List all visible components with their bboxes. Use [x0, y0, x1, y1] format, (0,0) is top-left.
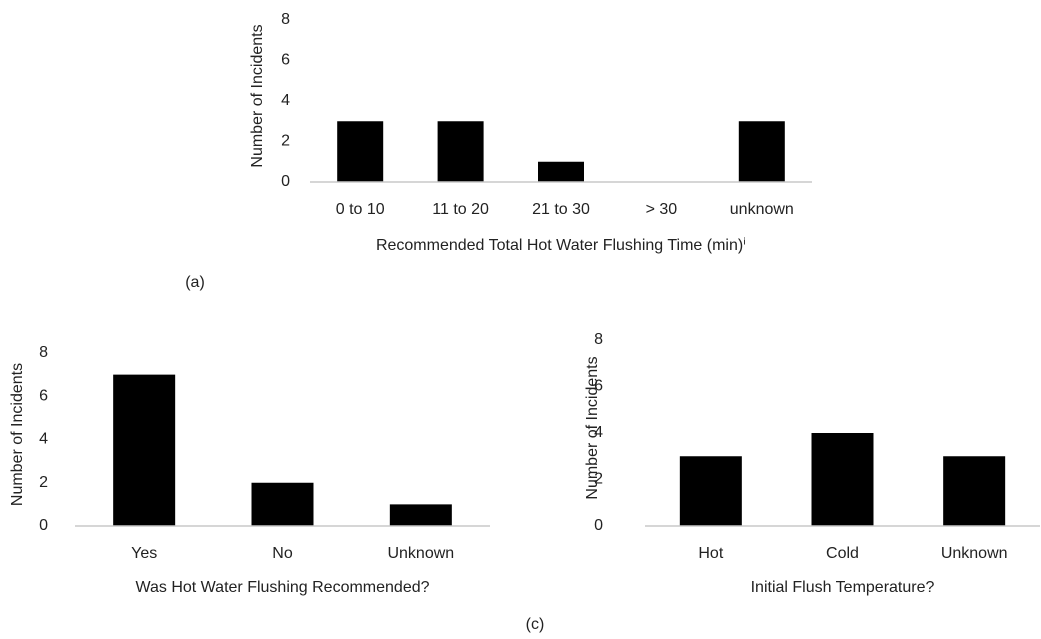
x-tick-label: Unknown	[941, 545, 1008, 562]
bar	[389, 504, 452, 526]
y-tick-label: 6	[39, 387, 48, 404]
bar	[738, 121, 785, 182]
x-tick-label: 21 to 30	[532, 201, 590, 218]
y-tick-label: 0	[281, 173, 290, 190]
y-tick-label: 2	[281, 133, 290, 150]
bar	[437, 121, 484, 182]
y-tick-label: 6	[594, 378, 603, 395]
y-tick-label: 2	[594, 471, 603, 488]
y-tick-label: 4	[39, 431, 48, 448]
x-tick-label: No	[272, 545, 293, 562]
x-axis-title: Was Hot Water Flushing Recommended?	[135, 579, 429, 596]
x-tick-label: Hot	[698, 545, 723, 562]
y-axis-title: Number of Incidents	[9, 363, 26, 506]
x-tick-label: 0 to 10	[336, 201, 385, 218]
bar	[679, 456, 742, 526]
x-tick-label: Cold	[826, 545, 859, 562]
bar	[943, 456, 1006, 526]
x-axis-title: Initial Flush Temperature?	[751, 579, 935, 596]
y-tick-label: 4	[594, 424, 603, 441]
x-tick-label: 11 to 20	[432, 201, 489, 218]
x-tick-label: Yes	[131, 545, 157, 562]
y-tick-label: 6	[281, 52, 290, 69]
y-tick-label: 0	[594, 517, 603, 534]
x-axis-title: Recommended Total Hot Water Flushing Tim…	[376, 237, 746, 254]
bar	[113, 374, 176, 526]
y-tick-label: 0	[39, 517, 48, 534]
y-tick-label: 8	[594, 331, 603, 348]
panel-label: (c)	[526, 616, 545, 633]
panel-label: (a)	[185, 274, 205, 291]
x-tick-label: Unknown	[387, 545, 454, 562]
bar	[337, 121, 384, 182]
bar	[538, 161, 584, 182]
y-tick-label: 2	[39, 474, 48, 491]
bar	[811, 433, 874, 526]
x-tick-label: unknown	[730, 201, 794, 218]
y-axis-title: Number of Incidents	[249, 24, 266, 167]
bar	[251, 482, 314, 526]
y-tick-label: 4	[281, 92, 290, 109]
y-tick-label: 8	[39, 344, 48, 361]
x-tick-label: > 30	[646, 201, 678, 218]
y-tick-label: 8	[281, 11, 290, 28]
y-axis-title: Number of Incidents	[584, 356, 601, 499]
